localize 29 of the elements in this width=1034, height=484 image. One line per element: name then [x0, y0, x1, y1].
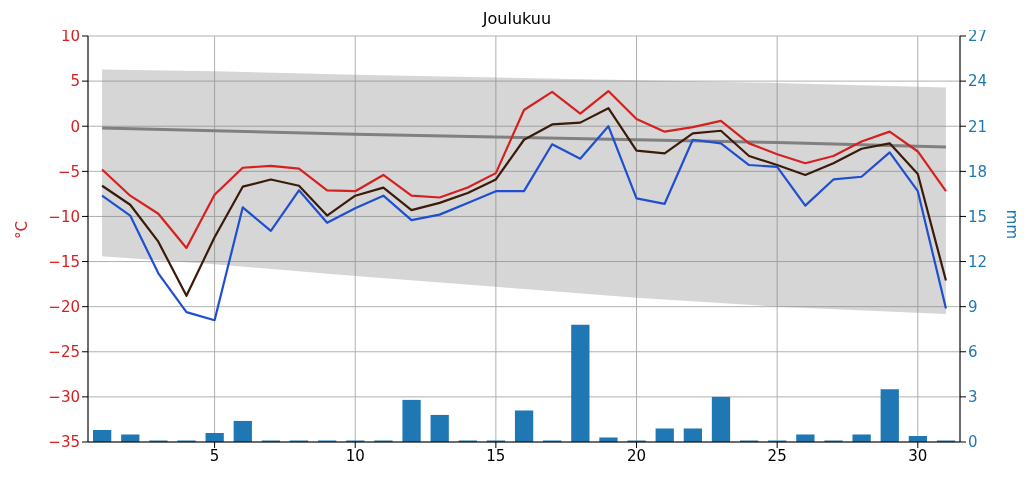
y2-tick-label: 9 [968, 297, 978, 316]
x-tick-label: 25 [767, 446, 787, 465]
x-tick-label: 15 [486, 446, 506, 465]
chart-title: Joulukuu [482, 9, 552, 28]
y2-tick-label: 24 [968, 72, 988, 91]
x-tick-label: 20 [626, 446, 647, 465]
y-tick-label: −5 [57, 162, 80, 181]
x-tick-label: 10 [345, 446, 365, 465]
y-tick-label: −20 [48, 297, 80, 316]
y-tick-label: −10 [48, 207, 80, 226]
y-tick-label: 5 [70, 72, 80, 91]
y2-tick-label: 0 [968, 433, 978, 452]
y2-tick-label: 18 [968, 162, 988, 181]
y2-tick-label: 27 [968, 27, 988, 46]
x-tick-label: 30 [908, 446, 928, 465]
y2-axis-title: mm [1002, 209, 1021, 239]
x-tick-label: 5 [209, 446, 220, 465]
y-tick-label: −25 [48, 343, 80, 362]
y2-tick-label: 6 [968, 343, 978, 362]
y2-tick-label: 12 [968, 252, 988, 271]
y-tick-label: −15 [48, 252, 80, 271]
y-tick-label: −35 [48, 433, 80, 452]
y-axis-title: °C [13, 221, 32, 239]
y-tick-label: 10 [60, 27, 80, 46]
y2-tick-label: 15 [968, 207, 988, 226]
y-tick-label: 0 [70, 117, 80, 136]
y2-tick-label: 3 [968, 388, 978, 407]
y-tick-label: −30 [48, 388, 80, 407]
y2-tick-label: 21 [968, 117, 988, 136]
